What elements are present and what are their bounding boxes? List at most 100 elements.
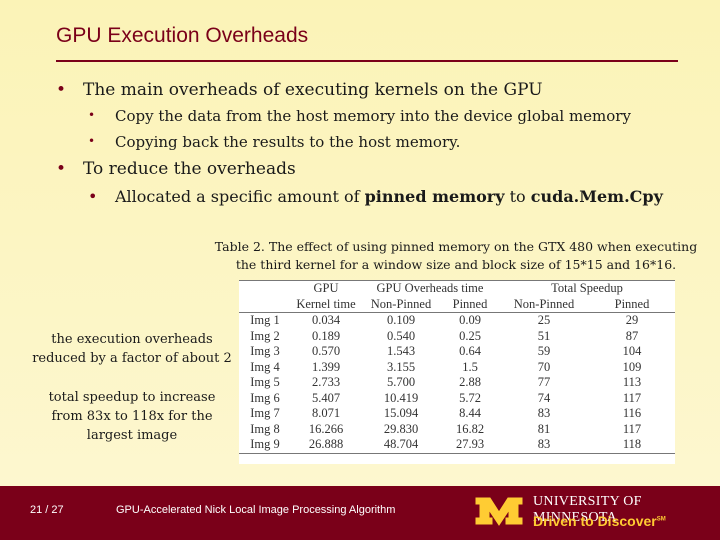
slide-title: GPU Execution Overheads bbox=[56, 24, 309, 47]
row-label-cell: Img 6 bbox=[250, 390, 280, 405]
table-row: Img 5 2.733 5.700 2.88 77 113 bbox=[239, 375, 675, 391]
table-cell: 117 bbox=[622, 390, 642, 405]
table-cell: 104 bbox=[622, 344, 642, 358]
row-label-cell: Img 7 bbox=[250, 406, 280, 420]
table-cell: 0.189 bbox=[311, 328, 341, 343]
footer-title: GPU-Accelerated Nick Local Image Process… bbox=[116, 504, 396, 516]
table-cell: 1.543 bbox=[386, 344, 416, 358]
table-row: Img 8 16.266 29.830 16.82 81 117 bbox=[239, 422, 675, 438]
bullet-dot: • bbox=[56, 80, 67, 100]
pinned-memory-table: GPU GPU Overheads time Total Speedup Ker… bbox=[239, 280, 675, 464]
table-body: Img 1 0.034 0.109 0.09 25 29 Img 2 0.189 0.540 0.… bbox=[239, 313, 675, 454]
table-cell: 0.109 bbox=[386, 313, 416, 327]
service-mark: SM bbox=[656, 516, 666, 523]
bullet-dot: • bbox=[88, 108, 96, 122]
table-header-cell: Non-Pinned bbox=[499, 296, 589, 313]
table-cell: 5.407 bbox=[311, 390, 341, 405]
table-header-cell: Total Speedup bbox=[499, 280, 675, 297]
page-number: 21 / 27 bbox=[30, 504, 64, 516]
row-label-cell: Img 1 bbox=[250, 313, 280, 327]
table-cell: 8.071 bbox=[311, 406, 341, 420]
table-cell: 83 bbox=[537, 406, 551, 420]
table-cell: 16.82 bbox=[455, 421, 485, 436]
table-row: Img 1 0.034 0.109 0.09 25 29 bbox=[239, 313, 675, 329]
table-cell: 59 bbox=[537, 344, 551, 358]
table-header-cell: GPU bbox=[291, 280, 361, 297]
table-cell: 0.09 bbox=[459, 313, 481, 327]
note-line: from 83x to 118x for the bbox=[51, 409, 213, 424]
table-row: Img 2 0.189 0.540 0.25 51 87 bbox=[239, 329, 675, 345]
m-logo-icon bbox=[475, 497, 523, 526]
pinned-memory-emphasis: pinned memory bbox=[364, 187, 505, 206]
table-header-cell: Pinned bbox=[589, 296, 675, 313]
table-cell: 0.25 bbox=[459, 328, 481, 343]
cuda-memcpy-emphasis: cuda.Mem.Cpy bbox=[530, 187, 663, 206]
row-label-cell: Img 5 bbox=[250, 375, 280, 389]
table-cell: 117 bbox=[622, 421, 642, 436]
university-tagline: Driven to DiscoverSM bbox=[533, 513, 666, 529]
row-label-cell: Img 2 bbox=[250, 328, 280, 343]
row-label-cell: Img 8 bbox=[250, 421, 280, 436]
table-cell: 2.88 bbox=[459, 375, 481, 389]
table-cell: 27.93 bbox=[441, 437, 499, 454]
table-header-cell: Pinned bbox=[441, 296, 499, 313]
table-cell: 8.44 bbox=[459, 406, 481, 420]
table-cell: 0.540 bbox=[386, 328, 416, 343]
table-cell: 10.419 bbox=[383, 390, 419, 405]
caption-line-2: the third kernel for a window size and b… bbox=[235, 257, 677, 272]
note-overhead-reduction: the execution overheads reduced by a fac… bbox=[14, 330, 250, 368]
table-row: Img 7 8.071 15.094 8.44 83 116 bbox=[239, 406, 675, 422]
table-cell: 77 bbox=[537, 375, 551, 389]
note-line: the execution overheads bbox=[51, 332, 213, 347]
row-label-cell: Img 3 bbox=[250, 344, 280, 358]
table-cell: 25 bbox=[537, 313, 551, 327]
table-header-cell: Non-Pinned bbox=[361, 296, 441, 313]
note-line: total speedup to increase bbox=[48, 390, 216, 405]
table-header-cell: GPU Overheads time bbox=[361, 280, 499, 297]
row-label-cell: Img 4 bbox=[250, 359, 280, 374]
table-cell: 113 bbox=[622, 375, 642, 389]
table-cell: 29 bbox=[625, 313, 639, 327]
table-header-cell: Kernel time bbox=[291, 296, 361, 313]
table-caption: Table 2. The effect of using pinned memo… bbox=[196, 238, 716, 274]
bullet-dot: • bbox=[88, 187, 98, 206]
text-mid: to bbox=[504, 187, 531, 206]
table-cell: 29.830 bbox=[383, 421, 419, 436]
table-header-row-1: GPU GPU Overheads time Total Speedup bbox=[239, 280, 675, 297]
table-row: Img 6 5.407 10.419 5.72 74 117 bbox=[239, 391, 675, 407]
table-cell: 83 bbox=[499, 437, 589, 454]
bullet-dot: • bbox=[88, 134, 96, 148]
table-header-cell bbox=[239, 296, 291, 313]
table-cell: 0.034 bbox=[311, 313, 341, 327]
table-cell: 74 bbox=[537, 390, 551, 405]
table-row: Img 4 1.399 3.155 1.5 70 109 bbox=[239, 360, 675, 376]
table-cell: 16.266 bbox=[308, 421, 344, 436]
caption-line-1: Table 2. The effect of using pinned memo… bbox=[214, 239, 698, 254]
table-cell: 5.72 bbox=[459, 390, 481, 405]
table-cell: 1.399 bbox=[311, 359, 341, 374]
tagline-text: Driven to Discover bbox=[533, 513, 657, 529]
sub-bullet-text: Copy the data from the host memory into … bbox=[115, 107, 631, 125]
sub-bullet-text: Allocated a specific amount of pinned me… bbox=[115, 187, 663, 206]
table-row: Img 3 0.570 1.543 0.64 59 104 bbox=[239, 344, 675, 360]
row-label-cell: Img 9 bbox=[239, 437, 291, 454]
title-underline bbox=[56, 60, 678, 62]
table-cell: 87 bbox=[625, 328, 639, 343]
table-header-cell bbox=[239, 280, 291, 297]
bullet-text: To reduce the overheads bbox=[83, 159, 296, 179]
table-cell: 0.570 bbox=[311, 344, 341, 358]
table-cell: 48.704 bbox=[361, 437, 441, 454]
note-speedup: total speedup to increase from 83x to 11… bbox=[14, 388, 250, 445]
table-cell: 81 bbox=[537, 421, 551, 436]
table-cell: 2.733 bbox=[311, 375, 341, 389]
table-cell: 109 bbox=[622, 359, 642, 374]
footer-bar: 21 / 27 GPU-Accelerated Nick Local Image… bbox=[0, 486, 720, 540]
table-cell: 26.888 bbox=[291, 437, 361, 454]
table-cell: 116 bbox=[622, 406, 642, 420]
bullet-text: The main overheads of executing kernels … bbox=[83, 80, 543, 100]
table-row: Img 9 26.888 48.704 27.93 83 118 bbox=[239, 437, 675, 454]
note-line: largest image bbox=[86, 428, 178, 443]
bullet-dot: • bbox=[56, 159, 67, 179]
table-cell: 3.155 bbox=[386, 359, 416, 374]
note-line: reduced by a factor of about 2 bbox=[32, 351, 232, 366]
